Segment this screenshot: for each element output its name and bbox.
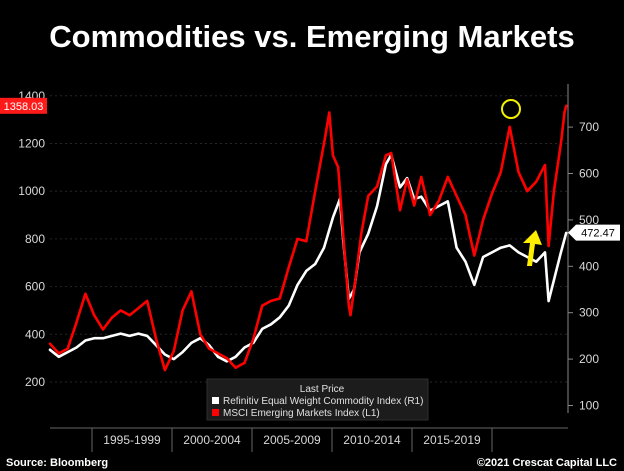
right-axis-tick-label: 200 (579, 352, 599, 366)
right-axis-tick-label: 700 (579, 120, 599, 134)
right-axis-tick-label: 600 (579, 167, 599, 181)
commodity-last-value-badge (568, 224, 620, 241)
msci-last-value-label: 1358.03 (4, 101, 44, 113)
up-arrow-icon (523, 230, 542, 266)
left-axis-tick-label: 800 (25, 232, 45, 246)
commodity-last-value-label: 472.47 (581, 228, 615, 240)
x-axis-period-label: 1995-1999 (103, 433, 161, 447)
legend-box (206, 378, 429, 421)
left-axis-tick-label: 200 (25, 375, 45, 389)
legend-entry-commodity: Refinitiv Equal Weight Commodity Index (… (223, 396, 423, 407)
right-axis-tick-label: 300 (579, 306, 599, 320)
chart-title: Commodities vs. Emerging Markets (49, 19, 574, 54)
last-value-badges: 1358.03 472.47 (0, 97, 620, 241)
legend-swatch-commodity (212, 397, 219, 404)
chart-gridlines (50, 95, 568, 383)
right-axis-tick-label: 500 (579, 213, 599, 227)
x-axis-period-label: 2015-2019 (423, 433, 481, 447)
msci-last-value-badge (0, 97, 47, 114)
peak-highlight-circle (501, 99, 521, 119)
series-line-msci (48, 104, 568, 372)
right-axis-tick-label: 100 (579, 399, 599, 413)
left-axis-tick-label: 600 (25, 280, 45, 294)
copyright-label: ©2021 Crescat Capital LLC (477, 457, 617, 469)
series-layer (48, 104, 568, 372)
legend: Last Price Refinitiv Equal Weight Commod… (206, 378, 429, 421)
left-axis-tick-label: 400 (25, 327, 45, 341)
right-y-axis: 100 200 300 400 500 600 700 (567, 84, 599, 413)
x-axis: 1995-1999 2000-2004 2005-2009 2010-2014 2015… (50, 427, 568, 452)
left-axis-tick-label: 1000 (18, 184, 45, 198)
legend-swatch-msci (212, 409, 219, 416)
legend-title: Last Price (300, 384, 345, 395)
x-axis-period-label: 2005-2009 (263, 433, 321, 447)
x-axis-period-label: 2000-2004 (183, 433, 241, 447)
series-line-commodity (48, 153, 568, 363)
legend-entry-msci: MSCI Emerging Markets Index (L1) (223, 408, 380, 419)
left-axis-tick-label: 1200 (18, 137, 45, 151)
source-label: Source: Bloomberg (6, 457, 108, 469)
x-axis-period-label: 2010-2014 (343, 433, 401, 447)
right-axis-tick-label: 400 (579, 259, 599, 273)
